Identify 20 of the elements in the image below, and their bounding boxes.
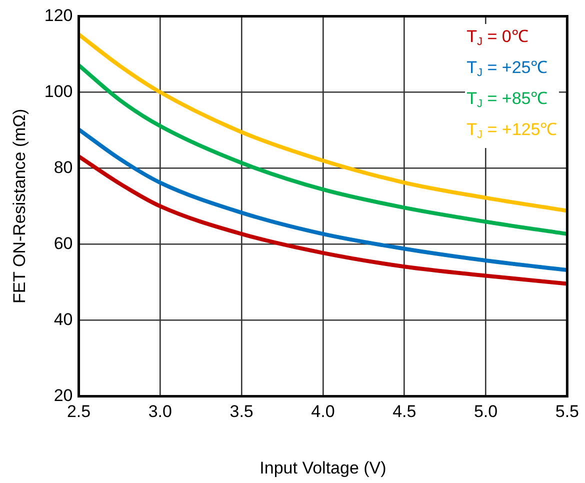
y-tick-label: 120 [44,6,73,25]
x-tick-label: 5.5 [555,402,580,422]
text: T$_{J}$ = +25℃ [466,57,549,82]
y-tick-label: 80 [54,158,73,177]
text: T$_{J}$ = 0℃ [466,26,530,50]
x-tick-label: 5.0 [474,402,498,422]
x-tick-label: 2.5 [66,402,91,422]
text: T$_{J}$ = +125℃ [466,119,558,144]
y-tick-label: 60 [54,234,73,253]
x-axis-title: Input Voltage (V) [260,458,386,478]
x-tick-label: 3.5 [230,402,254,422]
y-tick-label: 100 [44,82,73,101]
line-series [78,154,568,286]
text: T$_{J}$ = +85℃ [466,88,549,112]
y-tick-label: 20 [54,386,73,405]
y-tick-label: 40 [54,310,73,329]
x-tick-label: 4.0 [311,402,335,422]
x-tick-label: 3.0 [148,402,172,422]
x-tick-label: 4.5 [392,402,416,422]
y-axis-title: FET ON-Resistance (mΩ) [10,108,29,304]
